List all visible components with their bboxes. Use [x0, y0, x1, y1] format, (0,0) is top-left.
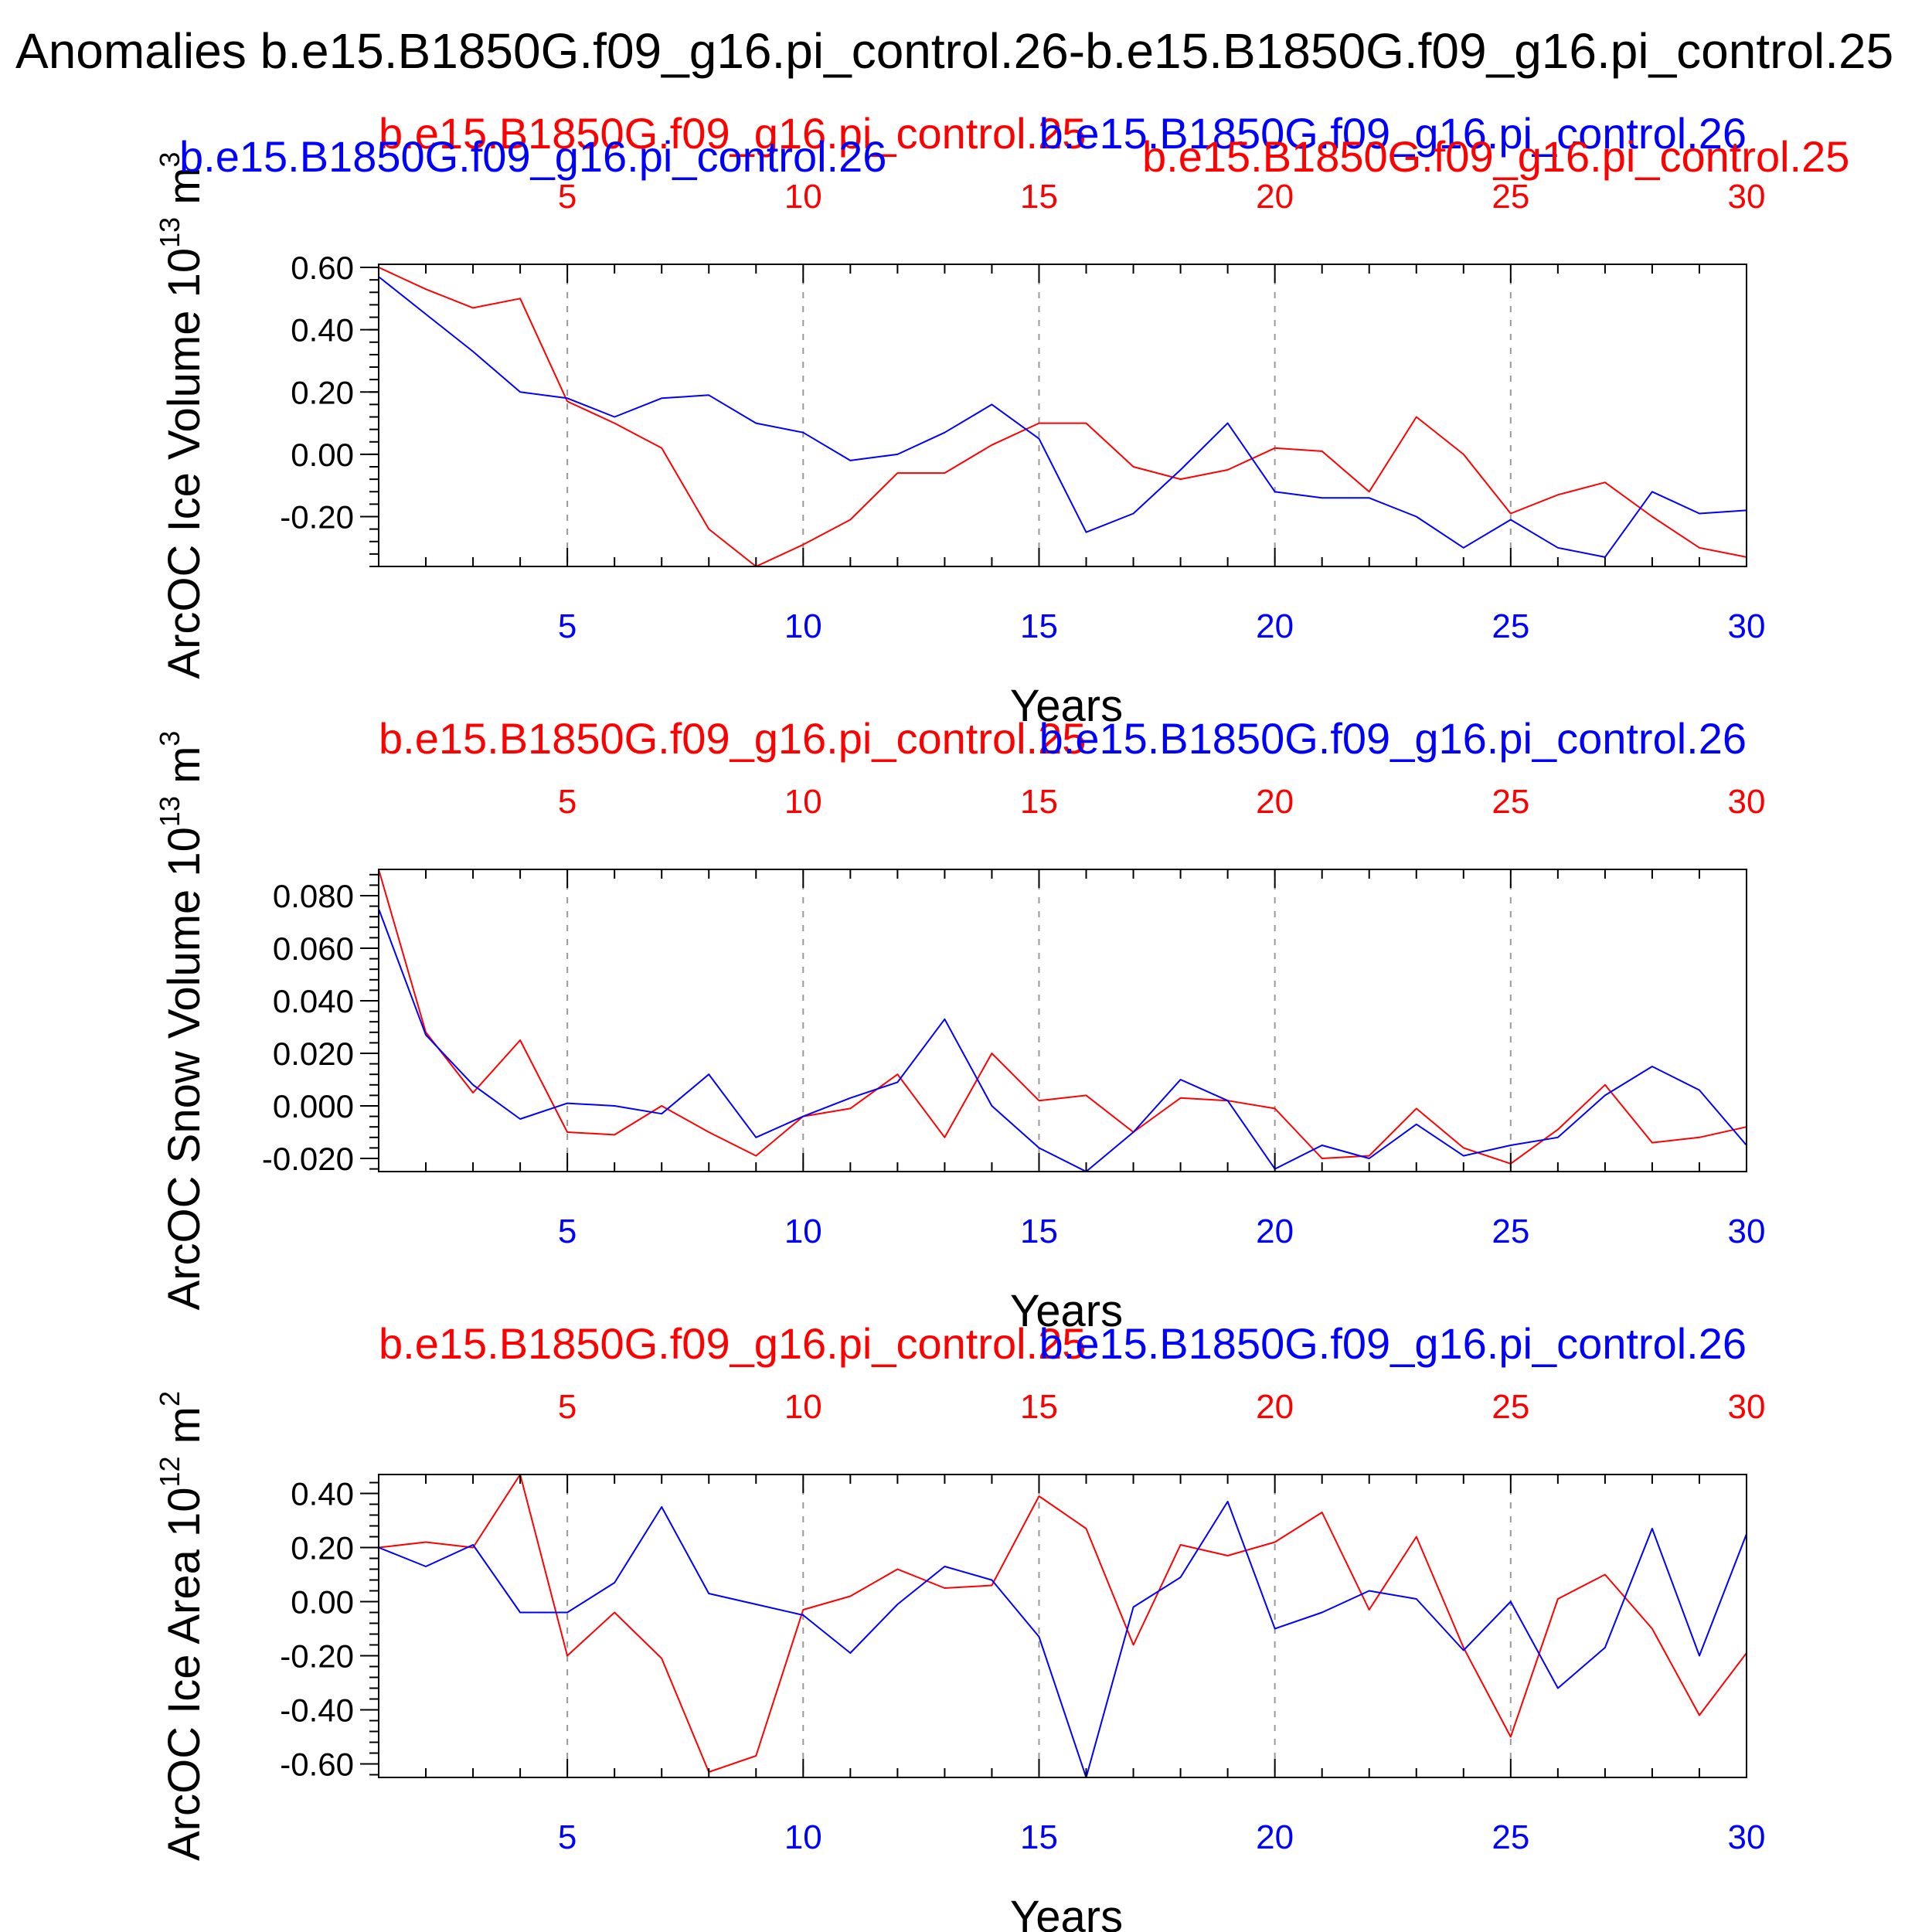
y-axis-label-unit: m: [159, 1406, 209, 1456]
y-tick-label: 0.040: [273, 983, 354, 1019]
x-tick-label-bottom: 15: [1020, 607, 1058, 645]
x-tick-label-bottom: 10: [784, 607, 822, 645]
x-tick-label-top: 10: [784, 178, 822, 216]
x-tick-label-top: 15: [1020, 178, 1058, 216]
chart-panel-1: 0.60 0.40 0.20 0.00 -0.20 5 10 15 20 25 30 5 10 15 20 2…: [154, 109, 1765, 731]
chart-panel-3: 0.40 0.20 0.00 -0.20 -0.40 -0.60 5 10 15 20 25 30 5 1…: [154, 1319, 1765, 1932]
y-tick-label: 0.000: [273, 1088, 354, 1124]
x-tick-label-bottom: 30: [1728, 1213, 1766, 1250]
x-tick-label-top: 30: [1728, 1388, 1766, 1426]
series-line-control-25: [378, 1474, 1747, 1773]
series-label-control-25: b.e15.B1850G.f09_g16.pi_control.25: [379, 1319, 1086, 1368]
y-axis-label-unit-exp: 3: [154, 151, 185, 167]
plot-frame: [378, 264, 1747, 567]
x-tick-label-top: 15: [1020, 783, 1058, 821]
series-line-control-25: [378, 869, 1747, 1165]
y-tick-label: 0.60: [291, 250, 354, 286]
x-tick-label-bottom: 20: [1256, 1818, 1294, 1856]
x-axis-label: Years: [1010, 681, 1123, 731]
series-line-control-26: [378, 276, 1747, 558]
x-tick-label-bottom: 25: [1492, 1213, 1529, 1250]
y-tick-label: 0.40: [291, 312, 354, 349]
y-tick-label: -0.60: [280, 1747, 354, 1783]
series-label-control-25: b.e15.B1850G.f09_g16.pi_control.25: [379, 109, 1086, 158]
x-tick-label-top: 10: [784, 1388, 822, 1426]
y-tick-label: -0.20: [280, 1638, 354, 1675]
x-axis-label: Years: [1010, 1892, 1123, 1932]
chart-panel-2: 0.080 0.060 0.040 0.020 0.000 -0.020 5 10 15 20 25…: [154, 714, 1765, 1336]
figure-title: Anomalies b.e15.B1850G.f09_g16.pi_contro…: [15, 23, 1893, 79]
y-axis-label: ArcOC Ice Area 1012 m2: [154, 1391, 209, 1861]
y-axis-label-unit-exp: 3: [154, 731, 185, 747]
x-tick-label-top: 5: [558, 783, 577, 821]
y-axis-label-unit: m: [159, 167, 209, 216]
x-tick-label-top: 30: [1728, 178, 1766, 216]
x-tick-label-top: 10: [784, 783, 822, 821]
y-tick-label: 0.20: [291, 374, 354, 410]
series-line-control-25: [378, 267, 1747, 567]
y-tick-label: 0.020: [273, 1036, 354, 1072]
x-tick-label-bottom: 5: [558, 1213, 577, 1250]
y-axis-label: ArcOC Snow Volume 1013 m3: [154, 731, 209, 1311]
x-tick-label-top: 25: [1492, 1388, 1529, 1426]
x-tick-label-bottom: 20: [1256, 607, 1294, 645]
x-tick-label-top: 20: [1256, 783, 1294, 821]
y-axis-label-exp: 13: [154, 217, 185, 248]
x-tick-label-bottom: 30: [1728, 1818, 1766, 1856]
plot-frame: [378, 869, 1747, 1172]
x-tick-label-bottom: 5: [558, 1818, 577, 1856]
y-axis-label: ArcOC Ice Volume 1013 m3: [154, 151, 209, 679]
x-tick-label-top: 15: [1020, 1388, 1058, 1426]
chart-panels: 0.600.400.200.00-0.205 10 15 20 25 305 10 15 20 2…: [154, 109, 1849, 1932]
x-tick-label-top: 5: [558, 1388, 577, 1426]
y-tick-label: 0.080: [273, 878, 354, 914]
y-tick-label: -0.20: [280, 499, 354, 536]
y-tick-label: 0.00: [291, 1584, 354, 1621]
y-axis-label-main: ArcOC Ice Volume 10: [159, 248, 209, 679]
series-line-control-26: [378, 1501, 1747, 1778]
x-tick-label-bottom: 15: [1020, 1213, 1058, 1250]
series-label-control-26: b.e15.B1850G.f09_g16.pi_control.26: [1039, 1319, 1747, 1368]
series-line-control-26: [378, 908, 1747, 1172]
x-tick-label-bottom: 10: [784, 1213, 822, 1250]
series-label-control-25-offset: b.e15.B1850G.f09_g16.pi_control.25: [1142, 132, 1849, 181]
y-axis-label-main: ArcOC Ice Area 10: [159, 1487, 209, 1861]
x-tick-label-bottom: 25: [1492, 607, 1529, 645]
x-tick-label-top: 25: [1492, 783, 1529, 821]
y-axis-label-unit: m: [159, 747, 209, 796]
x-tick-label-bottom: 15: [1020, 1818, 1058, 1856]
series-label-control-25: b.e15.B1850G.f09_g16.pi_control.25: [379, 714, 1086, 763]
x-axis-label: Years: [1010, 1286, 1123, 1336]
y-axis-label-main: ArcOC Snow Volume 10: [159, 827, 209, 1310]
series-label-control-26-offset: b.e15.B1850G.f09_g16.pi_control.26: [179, 132, 886, 181]
x-tick-label-top: 20: [1256, 1388, 1294, 1426]
x-tick-label-bottom: 25: [1492, 1818, 1529, 1856]
y-tick-label: -0.40: [280, 1692, 354, 1729]
series-label-control-26: b.e15.B1850G.f09_g16.pi_control.26: [1039, 109, 1747, 158]
x-tick-label-top: 5: [558, 178, 577, 216]
x-tick-label-bottom: 5: [558, 607, 577, 645]
x-tick-label-bottom: 30: [1728, 607, 1766, 645]
series-label-control-26: b.e15.B1850G.f09_g16.pi_control.26: [1039, 714, 1747, 763]
y-tick-label: -0.020: [262, 1141, 354, 1177]
y-tick-label: 0.00: [291, 437, 354, 473]
x-tick-label-top: 20: [1256, 178, 1294, 216]
y-axis-label-exp: 13: [154, 796, 185, 827]
plot-frame: [378, 1474, 1747, 1778]
x-tick-label-top: 30: [1728, 783, 1766, 821]
x-tick-label-bottom: 20: [1256, 1213, 1294, 1250]
x-tick-label-bottom: 10: [784, 1818, 822, 1856]
y-tick-label: 0.40: [291, 1476, 354, 1512]
y-tick-label: 0.060: [273, 930, 354, 967]
x-tick-label-top: 25: [1492, 178, 1529, 216]
y-tick-label: 0.20: [291, 1530, 354, 1566]
y-axis-label-exp: 12: [154, 1456, 185, 1487]
y-axis-label-unit-exp: 2: [154, 1391, 185, 1406]
